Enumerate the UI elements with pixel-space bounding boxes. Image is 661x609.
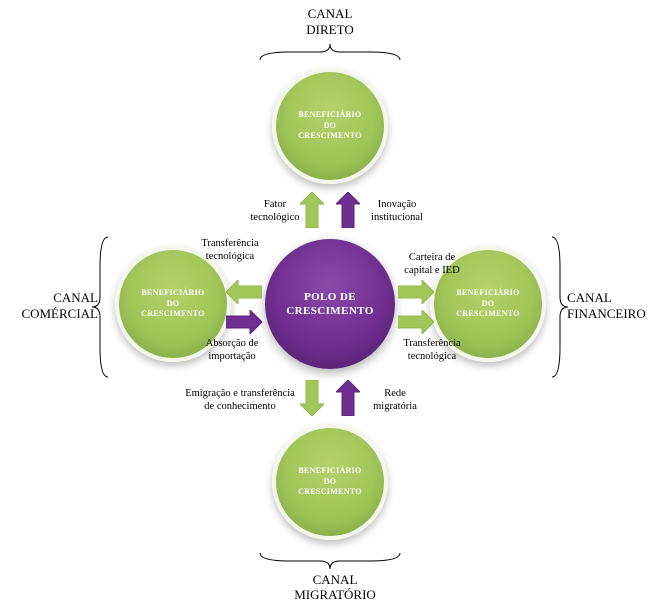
arrow-top-right bbox=[336, 192, 360, 228]
channel-label-top: CANAL DIRETO bbox=[300, 6, 360, 37]
edge-label: Fatortecnológico bbox=[240, 199, 310, 224]
edge-label: Carteira decapital e IED bbox=[392, 252, 472, 277]
brace-bottom bbox=[255, 551, 405, 571]
channel-label-bottom: CANAL MIGRATÓRIO bbox=[290, 572, 380, 603]
arrow-left-upper bbox=[226, 280, 262, 304]
arrow-right-upper bbox=[398, 280, 434, 304]
edge-label: Transferênciatecnológica bbox=[190, 238, 270, 263]
edge-label: Transferênciatecnológica bbox=[392, 338, 472, 363]
arrow-left-lower bbox=[226, 310, 262, 334]
edge-label: Emigração e transferênciade conhecimento bbox=[170, 388, 310, 413]
channel-label-text: CANAL bbox=[308, 6, 353, 21]
channel-label-text: COMÉRCIAL bbox=[21, 306, 98, 321]
channel-label-text: CANAL bbox=[313, 572, 358, 587]
channel-label-text: CANAL bbox=[53, 290, 98, 305]
edge-label: Inovaçãoinstitucional bbox=[362, 199, 432, 224]
channel-label-right: CANAL FINANCEIRO bbox=[567, 290, 657, 321]
edge-label: Absorção deimportação bbox=[192, 338, 272, 363]
outer-node-label: BENEFICIÁRIO DO CRESCIMENTO bbox=[456, 288, 520, 319]
channel-label-text: FINANCEIRO bbox=[567, 306, 646, 321]
channel-label-text: CANAL bbox=[567, 290, 612, 305]
arrow-bottom-right bbox=[336, 380, 360, 416]
outer-node-label: BENEFICIÁRIO DO CRESCIMENTO bbox=[141, 288, 205, 319]
edge-label: Redemigratória bbox=[360, 388, 430, 413]
arrow-right-lower bbox=[398, 310, 434, 334]
brace-top bbox=[255, 42, 405, 62]
center-node: POLO DE CRESCIMENTO bbox=[265, 239, 395, 369]
outer-node-bottom: BENEFICIÁRIO DO CRESCIMENTO bbox=[272, 424, 388, 540]
channel-label-text: DIRETO bbox=[306, 22, 353, 37]
channel-label-left: CANAL COMÉRCIAL bbox=[8, 290, 98, 321]
outer-node-label: BENEFICIÁRIO DO CRESCIMENTO bbox=[298, 110, 362, 141]
center-node-label: POLO DE CRESCIMENTO bbox=[286, 290, 373, 319]
outer-node-top: BENEFICIÁRIO DO CRESCIMENTO bbox=[272, 68, 388, 184]
outer-node-label: BENEFICIÁRIO DO CRESCIMENTO bbox=[298, 466, 362, 497]
channel-label-text: MIGRATÓRIO bbox=[294, 587, 376, 602]
